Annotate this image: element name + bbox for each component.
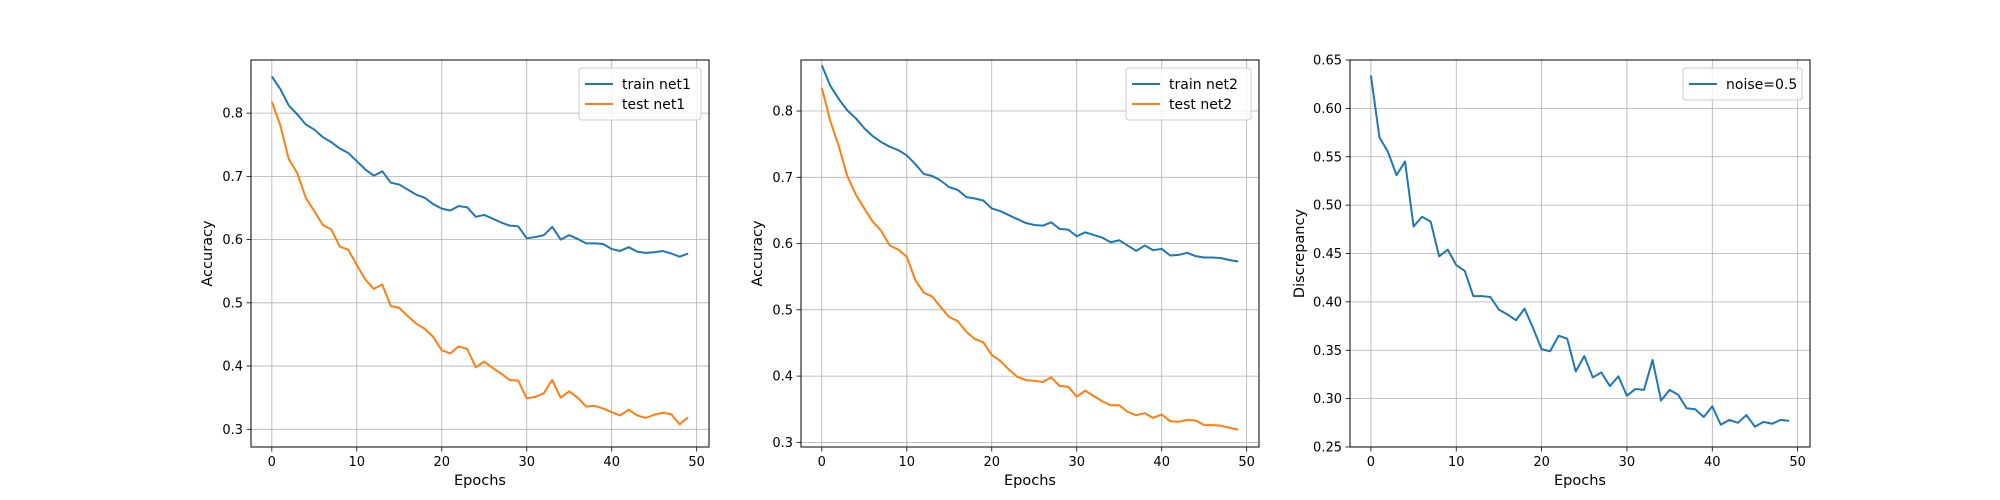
chart-1: 0 10 20 30 40 50 0.3 0.4 0.5 0.6 0.7 0.8 Epochs Acc… — [200, 59, 710, 489]
chart-3: 0 10 20 30 40 50 0.25 0.30 0.35 0.40 0.45 0.50 0.55 0… — [1292, 54, 1811, 489]
y-tick-label: 0.7 — [222, 170, 243, 185]
legend-box — [578, 67, 702, 121]
chart-2: 0 10 20 30 40 50 0.3 0.4 0.5 0.6 0.7 0.8 Epochs Acc… — [750, 59, 1260, 489]
x-tick-label: 30 — [518, 455, 535, 470]
y-axis-label: Discrepancy — [1292, 209, 1308, 299]
legend-box — [1125, 67, 1252, 121]
x-axis-label: Epochs — [1554, 473, 1606, 489]
y-tick-label: 0.7 — [772, 171, 793, 186]
legend-label: train net1 — [622, 77, 691, 93]
y-tick-label: 0.5 — [222, 296, 243, 311]
x-tick-label: 40 — [1704, 455, 1721, 470]
y-tick-label: 0.60 — [1313, 102, 1342, 117]
x-axis-label: Epochs — [454, 473, 506, 489]
x-tick-label: 40 — [1153, 455, 1170, 470]
x-tick-label: 40 — [603, 455, 620, 470]
series-line-2 — [820, 87, 1239, 431]
y-tick-label: 0.50 — [1313, 199, 1342, 214]
x-tick-label: 30 — [1619, 455, 1636, 470]
legend-box — [1682, 67, 1803, 101]
y-axis-label: Accuracy — [750, 220, 766, 287]
legend-label: train net2 — [1169, 77, 1238, 93]
x-tick-label: 0 — [1367, 455, 1375, 470]
y-tick-label: 0.3 — [222, 423, 243, 438]
legend-label: test net2 — [1169, 97, 1232, 113]
legend-label: test net1 — [622, 97, 685, 113]
y-axis-label: Accuracy — [200, 220, 216, 287]
legend-label: noise=0.5 — [1726, 77, 1797, 93]
x-tick-label: 0 — [268, 455, 276, 470]
y-tick-label: 0.8 — [222, 107, 243, 122]
x-tick-label: 20 — [433, 455, 450, 470]
series-line-1 — [270, 75, 689, 258]
y-tick-label: 0.4 — [772, 370, 793, 385]
x-tick-label: 10 — [899, 455, 916, 470]
y-tick-label: 0.4 — [222, 360, 243, 375]
series-line-1 — [820, 64, 1239, 263]
y-tick-label: 0.30 — [1313, 392, 1342, 407]
x-tick-label: 0 — [818, 455, 826, 470]
x-tick-label: 10 — [349, 455, 366, 470]
y-tick-label: 0.8 — [772, 105, 793, 120]
y-tick-label: 0.55 — [1313, 150, 1342, 165]
y-tick-label: 0.3 — [772, 436, 793, 451]
legend: noise=0.5 — [1682, 67, 1803, 101]
x-tick-label: 10 — [1448, 455, 1465, 470]
x-tick-label: 20 — [1533, 455, 1550, 470]
x-tick-label: 50 — [688, 455, 705, 470]
y-tick-label: 0.6 — [772, 237, 793, 252]
legend: train net2 test net2 — [1125, 67, 1252, 121]
legend: train net1 test net1 — [578, 67, 702, 121]
series-line-1 — [1369, 75, 1790, 428]
plot-frame — [800, 59, 1260, 448]
x-tick-label: 50 — [1238, 455, 1255, 470]
y-tick-label: 0.5 — [772, 303, 793, 318]
x-tick-label: 30 — [1068, 455, 1085, 470]
y-tick-label: 0.45 — [1313, 247, 1342, 262]
y-tick-label: 0.6 — [222, 233, 243, 248]
series-line-2 — [270, 101, 689, 426]
plot-frame — [250, 59, 710, 448]
y-tick-label: 0.35 — [1313, 344, 1342, 359]
y-tick-label: 0.65 — [1313, 54, 1342, 69]
x-tick-label: 50 — [1789, 455, 1806, 470]
x-tick-label: 20 — [983, 455, 1000, 470]
y-tick-label: 0.25 — [1313, 441, 1342, 456]
x-axis-label: Epochs — [1004, 473, 1056, 489]
y-tick-label: 0.40 — [1313, 295, 1342, 310]
